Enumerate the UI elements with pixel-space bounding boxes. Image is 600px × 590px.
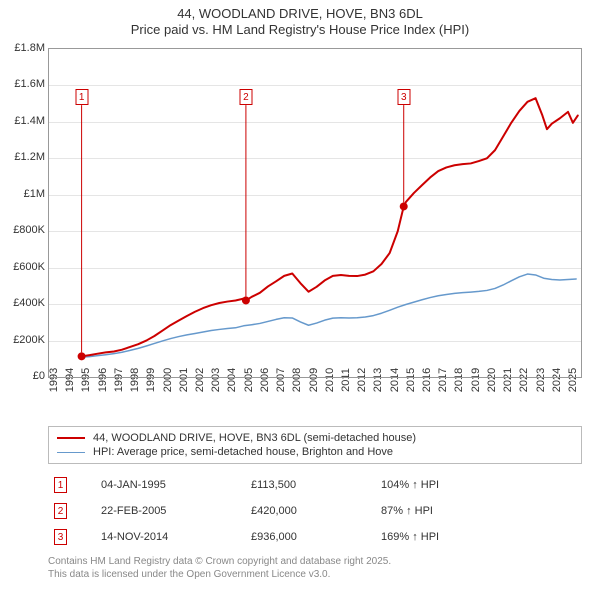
sales-row-date: 04-JAN-1995: [101, 479, 251, 491]
sale-marker-dot: [78, 352, 86, 360]
legend: 44, WOODLAND DRIVE, HOVE, BN3 6DL (semi-…: [48, 426, 582, 464]
sales-row-price: £113,500: [251, 479, 381, 491]
sales-row-price: £936,000: [251, 531, 381, 543]
sale-marker-box: 3: [397, 89, 410, 105]
sales-row-marker: 1: [54, 477, 67, 493]
attribution-line-1: Contains HM Land Registry data © Crown c…: [48, 556, 582, 569]
sales-table: 1 04-JAN-1995£113,500104% ↑ HPI 2 22-FEB-20…: [48, 472, 582, 550]
legend-swatch: [57, 452, 85, 453]
sale-marker-dot: [242, 296, 250, 304]
y-tick-label: £1.8M: [14, 42, 45, 54]
legend-label: HPI: Average price, semi-detached house,…: [93, 446, 393, 458]
chart-plot-area: 1 2 3: [48, 48, 582, 378]
sales-row: 3 14-NOV-2014£936,000169% ↑ HPI: [48, 524, 582, 550]
series-hpi: [82, 274, 577, 357]
y-tick-label: £1.2M: [14, 151, 45, 163]
sales-row-pct: 104% ↑ HPI: [381, 479, 501, 491]
attribution-line-2: This data is licensed under the Open Gov…: [48, 569, 582, 582]
legend-swatch: [57, 437, 85, 439]
sales-row: 2 22-FEB-2005£420,00087% ↑ HPI: [48, 498, 582, 524]
y-tick-label: £1.6M: [14, 78, 45, 90]
y-tick-label: £1.4M: [14, 115, 45, 127]
y-tick-label: £0: [33, 370, 45, 382]
sales-row-date: 22-FEB-2005: [101, 505, 251, 517]
sale-marker-box: 1: [75, 89, 88, 105]
legend-row: HPI: Average price, semi-detached house,…: [57, 445, 573, 459]
y-tick-label: £1M: [24, 188, 45, 200]
attribution: Contains HM Land Registry data © Crown c…: [48, 556, 582, 581]
sales-row-marker: 2: [54, 503, 67, 519]
chart-title-block: 44, WOODLAND DRIVE, HOVE, BN3 6DL Price …: [0, 0, 600, 39]
series-price_paid: [82, 98, 578, 356]
title-line-2: Price paid vs. HM Land Registry's House …: [0, 22, 600, 38]
sales-row-pct: 87% ↑ HPI: [381, 505, 501, 517]
title-line-1: 44, WOODLAND DRIVE, HOVE, BN3 6DL: [0, 6, 600, 22]
y-tick-label: £400K: [13, 297, 45, 309]
legend-row: 44, WOODLAND DRIVE, HOVE, BN3 6DL (semi-…: [57, 431, 573, 445]
sales-row-pct: 169% ↑ HPI: [381, 531, 501, 543]
legend-label: 44, WOODLAND DRIVE, HOVE, BN3 6DL (semi-…: [93, 432, 416, 444]
y-tick-label: £800K: [13, 224, 45, 236]
sales-row: 1 04-JAN-1995£113,500104% ↑ HPI: [48, 472, 582, 498]
sale-marker-box: 2: [239, 89, 252, 105]
sales-row-date: 14-NOV-2014: [101, 531, 251, 543]
chart-svg: [49, 49, 581, 377]
y-tick-label: £600K: [13, 261, 45, 273]
y-tick-label: £200K: [13, 334, 45, 346]
sales-row-price: £420,000: [251, 505, 381, 517]
sales-row-marker: 3: [54, 529, 67, 545]
sale-marker-dot: [400, 202, 408, 210]
